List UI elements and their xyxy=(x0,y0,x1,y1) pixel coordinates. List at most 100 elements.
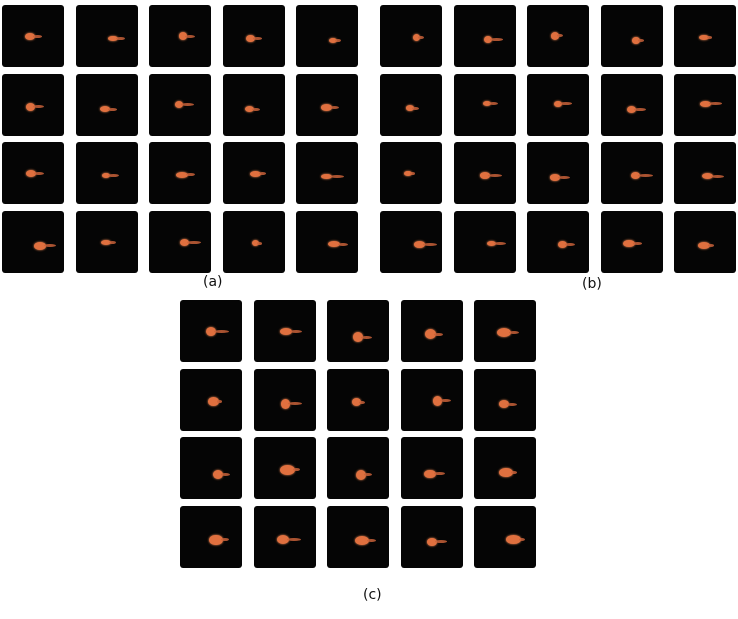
image-tile xyxy=(75,5,138,67)
object-blob xyxy=(280,464,296,475)
image-tile xyxy=(253,505,316,568)
object-blob xyxy=(321,173,332,179)
image-tile xyxy=(180,368,242,431)
image-tile xyxy=(674,73,736,136)
object-tail xyxy=(637,38,645,42)
image-tile xyxy=(222,73,285,136)
object-tail xyxy=(409,171,415,175)
object-tail xyxy=(213,330,229,334)
object-blob xyxy=(424,469,436,478)
object-tail xyxy=(488,102,498,106)
object-tail xyxy=(489,38,504,42)
object-tail xyxy=(565,242,575,246)
image-tile xyxy=(296,142,358,204)
image-tile xyxy=(327,437,389,499)
object-blob xyxy=(251,240,259,247)
object-tail xyxy=(186,173,196,177)
image-tile xyxy=(474,437,536,499)
image-tile xyxy=(296,5,358,67)
object-blob xyxy=(699,34,709,41)
image-tile xyxy=(296,73,358,136)
object-tail xyxy=(366,539,376,543)
object-tail xyxy=(44,244,56,248)
object-tail xyxy=(494,241,506,245)
object-blob xyxy=(34,241,47,250)
object-tail xyxy=(258,172,267,176)
object-blob xyxy=(26,103,36,111)
object-blob xyxy=(351,397,362,407)
image-tile xyxy=(600,210,663,273)
object-tail xyxy=(638,174,653,178)
image-tile xyxy=(527,210,589,273)
object-tail xyxy=(107,107,118,111)
object-blob xyxy=(558,240,568,248)
object-blob xyxy=(697,241,710,249)
object-blob xyxy=(483,35,492,44)
object-blob xyxy=(487,240,497,247)
object-tail xyxy=(109,240,117,244)
object-tail xyxy=(107,174,120,178)
object-blob xyxy=(404,170,412,177)
object-blob xyxy=(280,328,293,336)
object-tail xyxy=(434,540,448,544)
image-tile xyxy=(149,73,211,136)
image-tile xyxy=(527,73,589,136)
object-blob xyxy=(176,171,189,178)
object-blob xyxy=(497,327,512,338)
object-blob xyxy=(25,170,37,178)
object-tail xyxy=(418,35,424,39)
object-blob xyxy=(246,35,255,43)
object-tail xyxy=(181,103,194,107)
object-tail xyxy=(633,108,646,112)
object-blob xyxy=(499,467,514,478)
image-tile xyxy=(400,368,463,431)
object-tail xyxy=(220,538,229,542)
object-blob xyxy=(626,106,636,114)
image-tile xyxy=(474,505,536,568)
object-tail xyxy=(338,242,349,246)
image-tile xyxy=(400,300,463,362)
object-blob xyxy=(427,538,437,546)
object-tail xyxy=(518,538,525,542)
image-tile xyxy=(75,73,138,136)
object-tail xyxy=(32,35,43,39)
image-tile xyxy=(222,5,285,67)
object-blob xyxy=(205,327,216,337)
object-tail xyxy=(256,241,263,245)
image-tile xyxy=(600,73,663,136)
object-tail xyxy=(511,470,518,474)
object-blob xyxy=(550,174,561,181)
object-blob xyxy=(482,101,491,107)
image-tile xyxy=(380,142,442,204)
image-tile xyxy=(674,5,736,67)
object-blob xyxy=(212,469,224,480)
image-tile xyxy=(600,142,663,204)
image-tile xyxy=(180,437,242,499)
image-tile xyxy=(527,142,589,204)
object-blob xyxy=(405,105,415,111)
object-blob xyxy=(700,100,711,107)
object-blob xyxy=(208,397,219,407)
object-blob xyxy=(355,536,369,546)
image-tile xyxy=(149,5,211,67)
object-tail xyxy=(507,402,518,406)
image-tile xyxy=(474,368,536,431)
object-blob xyxy=(551,32,560,40)
object-blob xyxy=(632,37,640,44)
object-blob xyxy=(412,33,421,41)
object-tail xyxy=(252,107,260,111)
image-tile xyxy=(2,5,64,67)
object-blob xyxy=(178,32,188,40)
image-tile xyxy=(380,73,442,136)
panel-b-label: (b) xyxy=(582,276,602,292)
image-tile xyxy=(222,142,285,204)
image-tile xyxy=(75,142,138,204)
object-tail xyxy=(557,34,563,38)
object-blob xyxy=(506,535,521,544)
image-tile xyxy=(453,5,516,67)
object-blob xyxy=(25,33,35,41)
object-tail xyxy=(433,472,445,476)
object-tail xyxy=(34,172,44,176)
object-tail xyxy=(363,473,372,477)
object-tail xyxy=(252,37,263,41)
